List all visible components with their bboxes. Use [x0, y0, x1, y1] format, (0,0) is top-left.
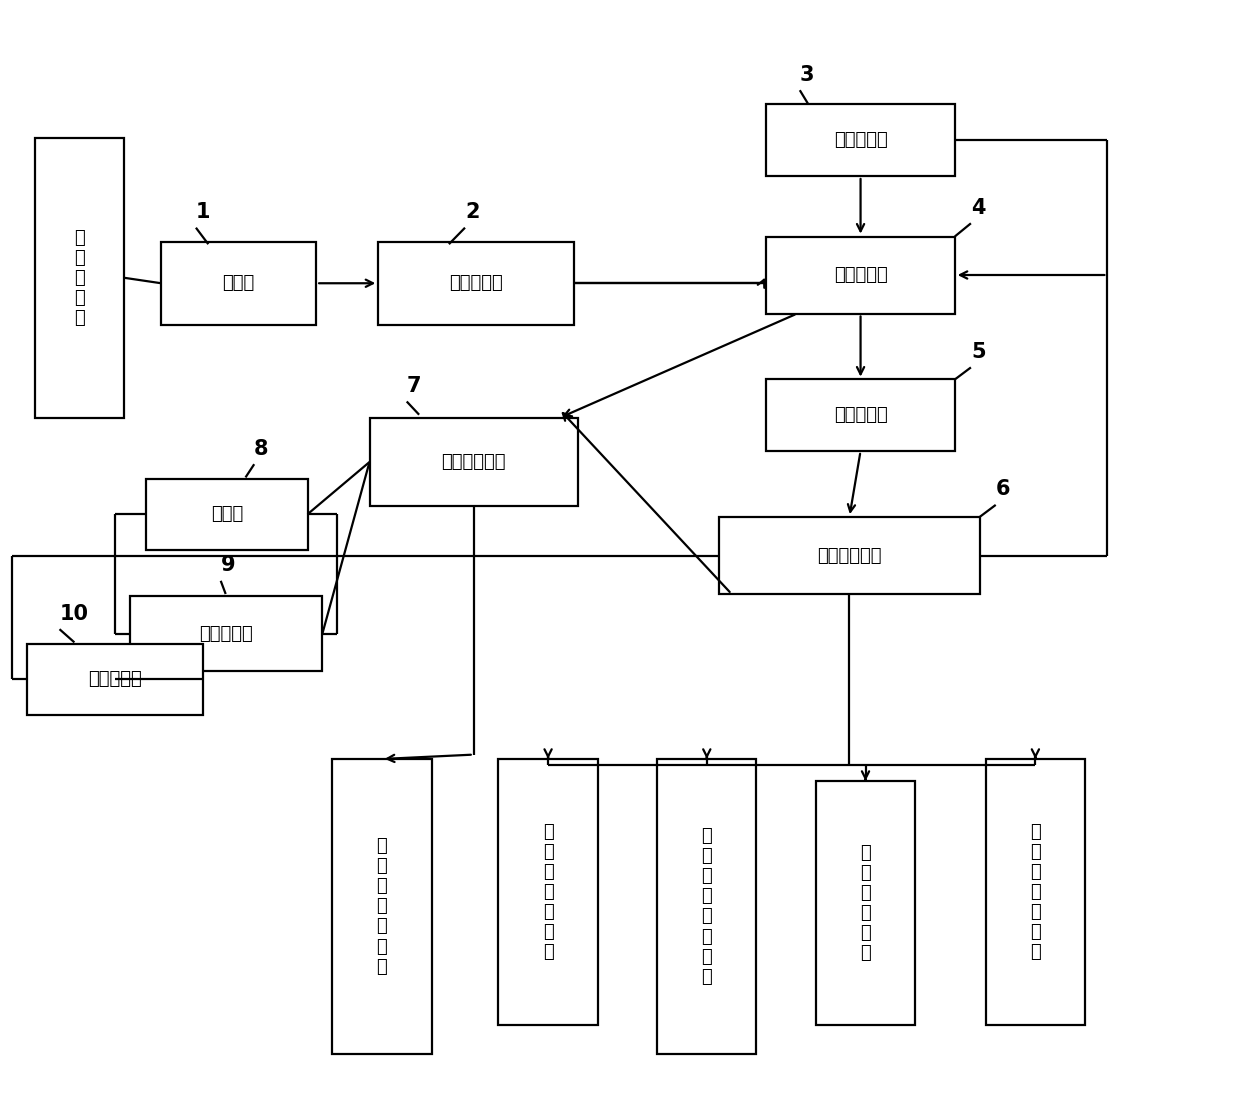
Bar — [719, 517, 980, 594]
Bar — [378, 242, 574, 324]
Bar — [332, 759, 432, 1054]
Bar — [657, 759, 756, 1054]
Text: 高效细碎机: 高效细碎机 — [833, 266, 888, 284]
Text: 1: 1 — [196, 202, 211, 222]
Bar — [498, 759, 598, 1025]
Text: 再
生
瓜
米
石
出
料
斗: 再 生 瓜 米 石 出 料 斗 — [702, 827, 712, 986]
Text: 引风机: 引风机 — [211, 505, 243, 524]
Bar — [766, 379, 955, 451]
Text: 5: 5 — [971, 342, 986, 362]
Text: 2: 2 — [465, 202, 480, 222]
Bar — [370, 418, 578, 506]
Text: 皮带输出机: 皮带输出机 — [833, 406, 888, 425]
Bar — [986, 759, 1085, 1025]
Text: 皮带输入机: 皮带输入机 — [449, 274, 503, 293]
Text: 再
生
碎
石
出
料
斗: 再 生 碎 石 出 料 斗 — [543, 823, 553, 961]
Bar — [766, 236, 955, 314]
Bar — [816, 781, 915, 1025]
Text: 10: 10 — [60, 604, 88, 624]
Text: 再
生
微
粉
积
灰
桶: 再 生 微 粉 积 灰 桶 — [377, 837, 387, 976]
Text: 再
生
砂
出
料
斗: 再 生 砂 出 料 斗 — [861, 844, 870, 962]
Bar — [161, 242, 316, 324]
Text: 6: 6 — [996, 480, 1011, 499]
Bar — [766, 104, 955, 176]
Text: 第二动力柜: 第二动力柜 — [88, 670, 143, 689]
Bar — [35, 138, 124, 418]
Text: 空气压缩机: 空气压缩机 — [200, 625, 253, 642]
Text: 第一动力柜: 第一动力柜 — [833, 131, 888, 150]
Text: 废
弃
混
凝
土: 废 弃 混 凝 土 — [74, 229, 84, 327]
Text: 再
生
细
粉
出
料
斗: 再 生 细 粉 出 料 斗 — [1030, 823, 1040, 961]
Text: 滤筒式除尘器: 滤筒式除尘器 — [441, 453, 506, 471]
Text: 3: 3 — [800, 65, 815, 85]
Text: 进料斗: 进料斗 — [222, 274, 255, 293]
Bar — [146, 478, 308, 550]
Text: 9: 9 — [221, 556, 236, 575]
Bar — [27, 644, 203, 715]
Text: 直线型筛分机: 直线型筛分机 — [817, 547, 882, 564]
Text: 7: 7 — [407, 376, 422, 396]
Bar — [130, 596, 322, 671]
Text: 8: 8 — [254, 439, 269, 459]
Text: 4: 4 — [971, 198, 986, 218]
